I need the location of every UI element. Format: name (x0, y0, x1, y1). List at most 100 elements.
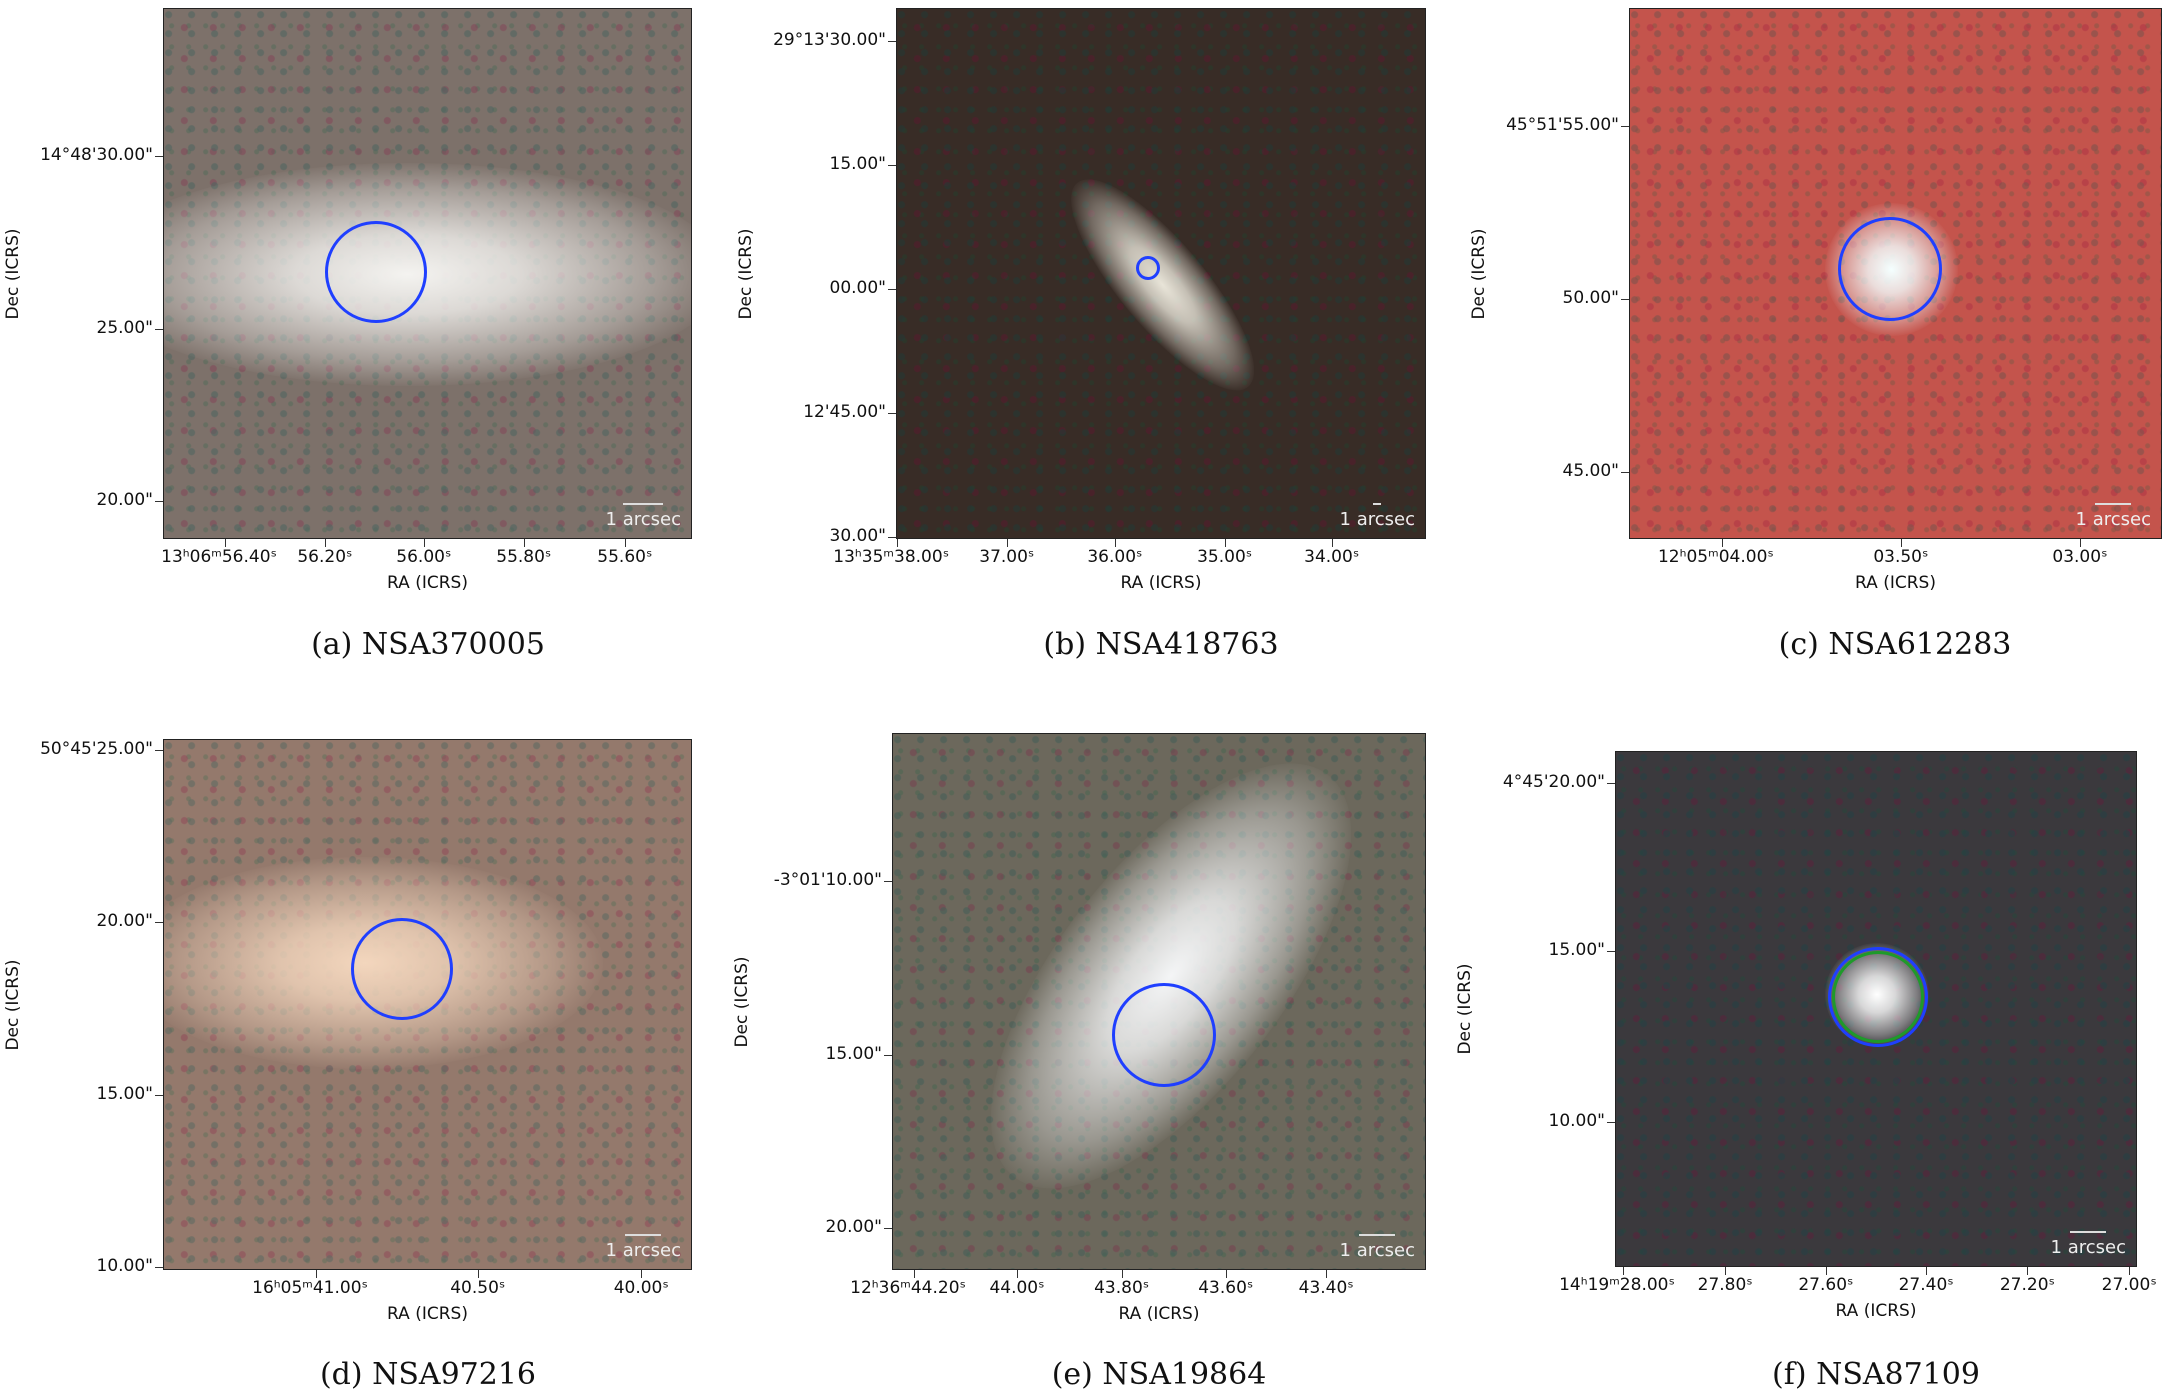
ra-tick-label: 56.20ˢ (297, 547, 353, 567)
panel-caption: (a) NSA370005 (311, 627, 545, 662)
ra-axis-label: RA (ICRS) (1118, 1304, 1200, 1324)
ra-axis-label: RA (ICRS) (1835, 1301, 1917, 1321)
dec-tick (155, 1094, 163, 1096)
dec-tick (155, 922, 163, 924)
ra-tick (1825, 1267, 1827, 1275)
dec-tick (884, 1228, 892, 1230)
ra-tick (913, 1270, 915, 1278)
ra-tick-label: 44.00ˢ (989, 1278, 1045, 1298)
ra-tick (224, 539, 226, 547)
dec-tick (888, 288, 896, 290)
dec-tick-label: 45.00" (1562, 461, 1620, 482)
dec-tick-label: 20.00" (96, 911, 154, 932)
dec-tick-label: 50.00" (1562, 287, 1620, 308)
scale-bar-line (2070, 1231, 2107, 1233)
dec-tick (884, 1055, 892, 1057)
ra-tick (1224, 539, 1226, 547)
ra-tick-label: 36.00ˢ (1087, 547, 1143, 567)
aperture-circle (1828, 947, 1928, 1047)
dec-tick-label: -3°01'10.00" (773, 870, 882, 891)
panel-caption: (f) NSA87109 (1772, 1357, 1980, 1392)
ra-tick-label: 13ʰ35ᵐ38.00ˢ (833, 547, 950, 567)
dec-tick-label: 30.00" (829, 525, 887, 546)
ra-tick (477, 1270, 479, 1278)
panel-caption: (b) NSA418763 (1043, 627, 1279, 662)
dec-tick-label: 10.00" (96, 1255, 154, 1276)
dec-tick (155, 156, 163, 158)
ra-tick (1114, 539, 1116, 547)
aperture-circle (351, 918, 453, 1020)
dec-tick-label: 14°48'30.00" (40, 145, 153, 166)
dec-tick-label: 10.00" (1548, 1111, 1606, 1131)
dec-tick (888, 165, 896, 167)
ra-tick-label: 12ʰ05ᵐ04.00ˢ (1657, 547, 1774, 567)
ra-tick (2079, 539, 2081, 547)
dec-tick-label: 45°51'55.00" (1506, 115, 1619, 136)
dec-tick (155, 1266, 163, 1268)
aperture-circle (1112, 983, 1216, 1087)
dec-tick (1607, 1122, 1615, 1123)
aperture-circle (1832, 951, 1924, 1043)
ra-tick (1721, 539, 1723, 547)
ra-tick (1006, 539, 1008, 547)
ra-tick-label: 12ʰ36ᵐ44.20ˢ (850, 1278, 966, 1298)
ra-tick (1331, 539, 1333, 547)
dec-tick (155, 500, 163, 502)
dec-axis-label: Dec (ICRS) (3, 958, 23, 1051)
dec-axis-label: Dec (ICRS) (732, 955, 752, 1048)
scale-bar: 1 arcsec (1340, 1234, 1415, 1261)
ra-tick-label: 03.00ˢ (2052, 547, 2108, 567)
scale-bar-line (1373, 503, 1382, 505)
ra-tick (1326, 1270, 1328, 1278)
ra-tick-label: 16ʰ05ᵐ41.00ˢ (252, 1278, 368, 1298)
dec-tick (155, 329, 163, 331)
dec-tick (888, 536, 896, 538)
scale-bar: 1 arcsec (1340, 503, 1415, 530)
aperture-circle (325, 221, 427, 323)
ra-tick (523, 539, 525, 547)
panel-caption: (c) NSA612283 (1778, 627, 2012, 662)
ra-tick (897, 539, 899, 547)
ra-tick-label: 37.00ˢ (979, 547, 1035, 567)
ra-tick (315, 1270, 317, 1278)
scale-bar: 1 arcsec (606, 503, 681, 530)
dec-tick (888, 40, 896, 42)
ra-tick-label: 56.00ˢ (396, 547, 452, 567)
ra-tick (1622, 1267, 1624, 1275)
dec-tick (1621, 472, 1629, 474)
dec-axis-label: Dec (ICRS) (1469, 227, 1489, 320)
scale-bar-label: 1 arcsec (605, 509, 681, 530)
dec-tick-label: 29°13'30.00" (773, 29, 886, 50)
scale-bar: 1 arcsec (2076, 503, 2151, 530)
scale-bar-line (623, 503, 664, 505)
ra-tick (1900, 539, 1902, 547)
dec-tick-label: 15.00" (829, 154, 887, 175)
ra-tick (1725, 1267, 1727, 1275)
dec-tick-label: 15.00" (1548, 940, 1606, 961)
ra-tick-label: 27.40ˢ (1898, 1275, 1954, 1295)
ra-tick (1926, 1267, 1928, 1275)
aperture-circle (1136, 256, 1160, 280)
dec-axis-label: Dec (ICRS) (3, 227, 23, 320)
dec-tick (1621, 126, 1629, 128)
dec-tick-label: 4°45'20.00" (1502, 771, 1605, 792)
dec-tick-label: 15.00" (96, 1083, 154, 1104)
ra-axis-label: RA (ICRS) (1855, 573, 1936, 593)
ra-tick (423, 539, 425, 547)
dec-axis-label: Dec (ICRS) (736, 227, 756, 320)
dec-tick-label: 00.00" (829, 277, 887, 298)
dec-tick (888, 413, 896, 415)
galaxy-emission (164, 162, 691, 386)
dec-tick-label: 20.00" (96, 489, 154, 510)
ra-tick (1016, 1270, 1018, 1278)
ra-tick-label: 27.00ˢ (2101, 1275, 2157, 1295)
scale-bar: 1 arcsec (2051, 1231, 2126, 1258)
ra-tick-label: 03.50ˢ (1873, 547, 1929, 567)
panel-caption: (e) NSA19864 (1051, 1357, 1267, 1392)
ra-tick-label: 27.80ˢ (1697, 1275, 1753, 1295)
sky-image-panel-b: 1 arcsec (896, 8, 1426, 539)
ra-tick (624, 539, 626, 547)
sky-image-panel-d: 1 arcsec (163, 739, 692, 1270)
ra-tick (2027, 1267, 2029, 1275)
ra-tick-label: 14ʰ19ᵐ28.00ˢ (1559, 1275, 1675, 1295)
